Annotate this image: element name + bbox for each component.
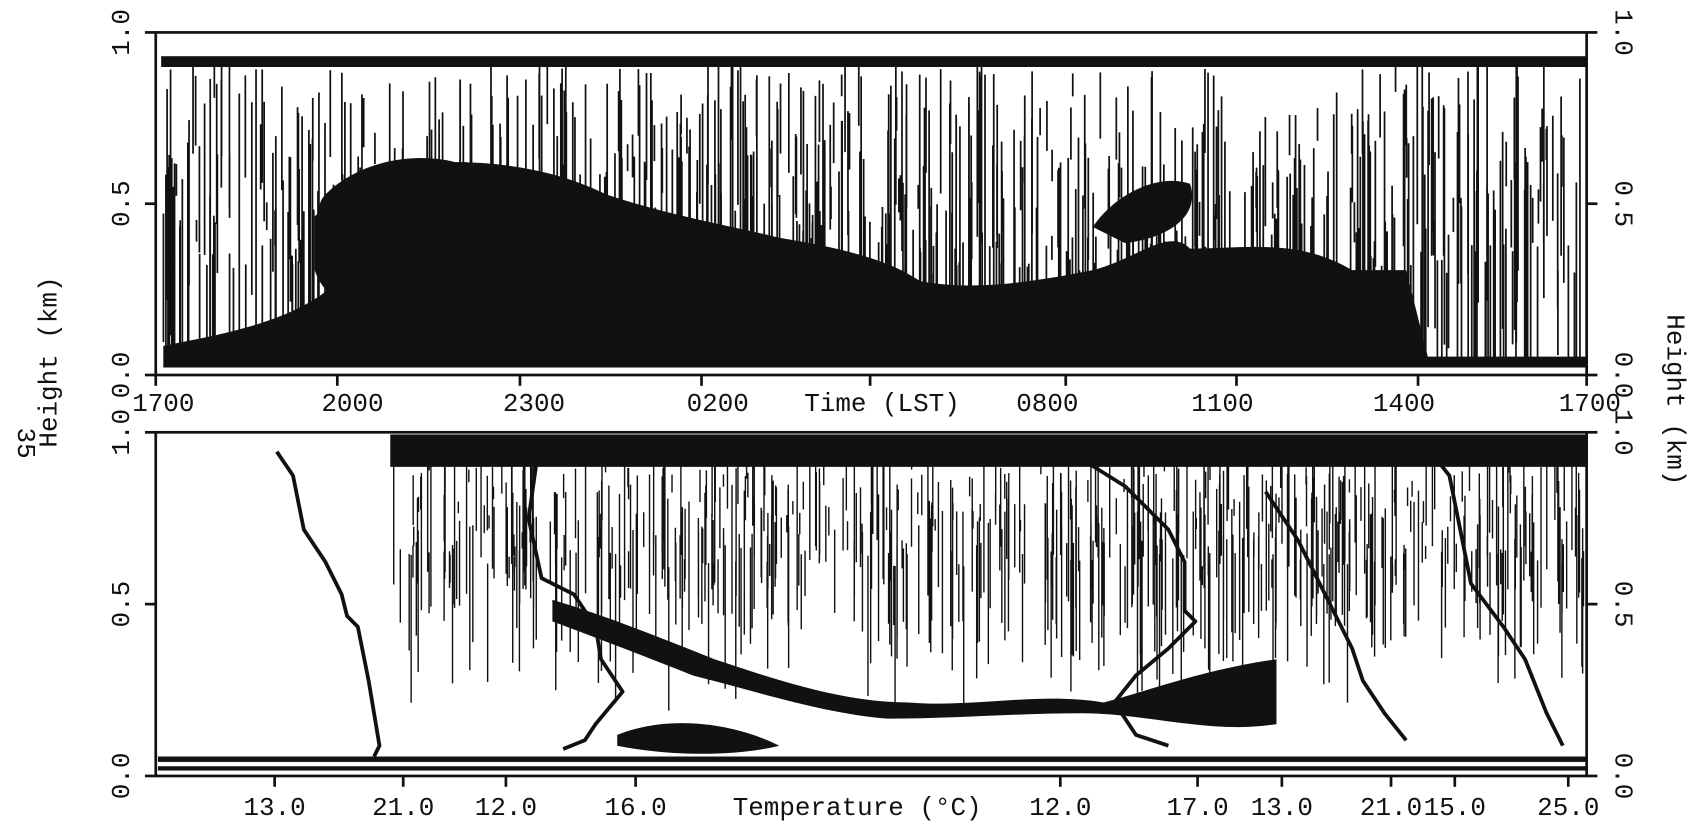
x-tick-label: 1700: [132, 389, 194, 419]
page-number: 35: [10, 428, 40, 459]
x-tick-label: 15.0: [1424, 793, 1486, 823]
x-tick-label: 1400: [1373, 389, 1435, 419]
y2-tick-label: 0.5: [1607, 581, 1637, 628]
echo-layer: [161, 56, 1587, 368]
x-tick-label: 17.0: [1166, 793, 1228, 823]
x-tick-label: 12.0: [475, 793, 537, 823]
x-tick-label: 25.0: [1537, 793, 1599, 823]
x-axis-label: Time (LST): [804, 389, 960, 419]
labels: 35 Height (km) Height (km) Time (LST) Te…: [10, 276, 1689, 823]
x-tick-label: 0800: [1016, 389, 1078, 419]
x-tick-label: 2000: [321, 389, 383, 419]
y2-tick-label: 0.0: [1607, 352, 1637, 399]
x-axis-label: Temperature (°C): [733, 793, 982, 823]
x-tick-label: 21.0: [1360, 793, 1422, 823]
x-tick-label: 13.0: [1251, 793, 1313, 823]
echo-streaks: [393, 437, 1585, 711]
y-axis-label: Height (km): [35, 276, 65, 447]
x-tick-label: 16.0: [604, 793, 666, 823]
x-tick-label: 13.0: [244, 793, 306, 823]
y2-tick-label: 0.0: [1607, 753, 1637, 800]
x-tick-label: 2300: [503, 389, 565, 419]
y-tick-label: 0.0: [107, 352, 137, 399]
y2-tick-label: 0.5: [1607, 180, 1637, 227]
y-tick-label: 0.5: [107, 180, 137, 227]
y-tick-label: 1.0: [107, 9, 137, 56]
y2-axis-label: Height (km): [1659, 314, 1689, 485]
y2-tick-label: 1.0: [1607, 409, 1637, 456]
temperature-profiles: [275, 447, 1565, 758]
echo-layer: [157, 434, 1586, 771]
echo-texture: [162, 60, 1585, 711]
x-tick-label: 1100: [1191, 389, 1253, 419]
x-tick-label: 1700: [1559, 389, 1621, 419]
x-tick-label: 0200: [687, 389, 749, 419]
y-tick-label: 0.0: [107, 753, 137, 800]
x-tick-label: 21.0: [372, 793, 434, 823]
y2-tick-label: 1.0: [1607, 9, 1637, 56]
y-tick-label: 0.5: [107, 581, 137, 628]
x-tick-label: 12.0: [1029, 793, 1091, 823]
y-tick-label: 1.0: [107, 409, 137, 456]
